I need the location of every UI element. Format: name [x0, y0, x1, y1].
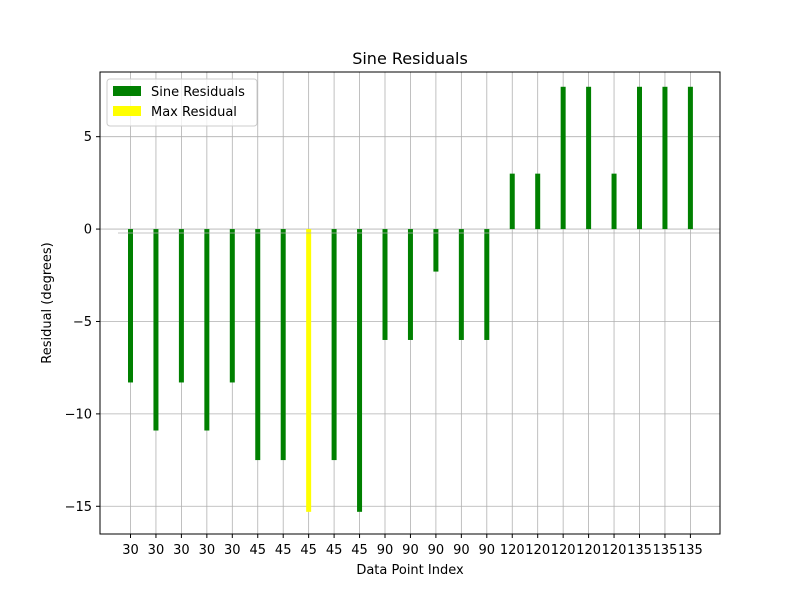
x-tick-label: 135 [627, 543, 652, 558]
bars [128, 86, 693, 512]
legend: Sine Residuals Max Residual [106, 78, 258, 127]
bar-sine-residual [229, 229, 235, 383]
x-tick-label: 120 [576, 543, 601, 558]
x-tick-label: 30 [173, 543, 190, 558]
x-tick-label: 120 [551, 543, 576, 558]
legend-swatch-sine-residuals [113, 86, 141, 96]
bar-sine-residual [509, 173, 515, 230]
bar-sine-residual [586, 86, 592, 230]
bar-sine-residual [331, 229, 337, 461]
y-tick-label: 0 [84, 223, 92, 238]
x-tick-label: 120 [602, 543, 627, 558]
chart-title: Sine Residuals [352, 49, 468, 68]
bar-sine-residual [407, 229, 413, 340]
bar-sine-residual [382, 229, 388, 340]
y-tick-label: 5 [84, 130, 92, 145]
bar-max-residual [306, 229, 312, 512]
y-tick-label: −10 [65, 407, 92, 422]
legend-box [106, 78, 258, 127]
bar-sine-residual [611, 173, 617, 230]
x-tick-label: 30 [199, 543, 216, 558]
x-tick-label: 30 [148, 543, 165, 558]
bar-sine-residual [535, 173, 541, 230]
x-tick-label: 90 [479, 543, 496, 558]
bar-sine-residual [357, 229, 363, 512]
x-tick-label: 45 [351, 543, 368, 558]
x-tick-label: 30 [122, 543, 139, 558]
bar-sine-residual [637, 86, 642, 230]
legend-label-max-residual: Max Residual [151, 105, 237, 120]
x-axis-label: Data Point Index [356, 563, 464, 578]
bar-sine-residual [458, 229, 464, 340]
x-tick-label: 45 [326, 543, 343, 558]
x-tick-label: 45 [275, 543, 292, 558]
x-tick-label: 120 [525, 543, 550, 558]
bar-sine-residual [128, 229, 133, 383]
x-tick-label: 30 [224, 543, 241, 558]
bar-sine-residual [255, 229, 261, 461]
y-axis-ticks: 5 0 −5 −10 −15 [65, 130, 100, 515]
bar-sine-residual [433, 229, 439, 272]
bar-sine-residual [484, 229, 490, 340]
x-tick-label: 90 [402, 543, 419, 558]
x-tick-label: 90 [377, 543, 394, 558]
x-tick-label: 135 [678, 543, 703, 558]
y-tick-label: −15 [65, 500, 92, 515]
x-axis-ticks: 30 30 30 30 30 45 45 45 45 45 90 90 90 90 90 120 120 120 1… [122, 534, 703, 558]
x-tick-label: 135 [653, 543, 678, 558]
bar-sine-residual [662, 86, 668, 230]
bar-sine-residual [153, 229, 159, 431]
bar-sine-residual [687, 86, 693, 230]
x-tick-label: 45 [300, 543, 317, 558]
bar-sine-residual [204, 229, 210, 431]
x-tick-label: 120 [500, 543, 525, 558]
x-tick-label: 90 [428, 543, 445, 558]
legend-label-sine-residuals: Sine Residuals [151, 85, 245, 100]
bar-sine-residual [178, 229, 184, 383]
bar-sine-residual [280, 229, 286, 461]
y-tick-label: −5 [73, 315, 92, 330]
bar-sine-residual [560, 86, 566, 230]
x-tick-label: 90 [453, 543, 470, 558]
x-tick-label: 45 [249, 543, 266, 558]
legend-swatch-max-residual [113, 106, 141, 116]
y-axis-label: Residual (degrees) [40, 242, 55, 364]
